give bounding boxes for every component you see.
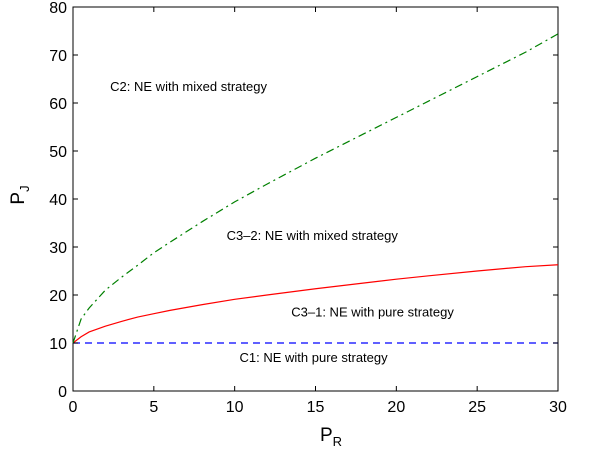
y-tick-label: 0 [58,384,67,401]
y-tick-label: 20 [49,288,67,305]
y-tick-label: 10 [49,336,67,353]
x-tick-label: 30 [549,399,567,416]
y-axis-title: PJ [8,185,32,204]
x-axis-title: PR [320,425,342,449]
x-tick-label: 20 [387,399,405,416]
x-tick-label: 5 [149,399,158,416]
x-tick-label: 25 [468,399,486,416]
y-tick-label: 70 [49,48,67,65]
axis-layer: 0 5 10 15 20 25 30 0 10 20 30 40 50 60 70 80 [49,0,567,416]
y-tick-label: 30 [49,240,67,257]
series-line-2 [72,33,559,344]
y-tick-label: 50 [49,144,67,161]
plot-area [72,6,559,392]
x-axis-title-main: P [320,425,333,446]
x-tick-label: 10 [226,399,244,416]
region-label: C3–2: NE with mixed strategy [227,228,399,243]
x-axis-title-sub: R [333,434,342,449]
region-label: C3–1: NE with pure strategy [291,305,454,320]
y-axis-title-main: P [8,192,29,205]
region-label: C1: NE with pure strategy [240,350,389,365]
x-tick-label: 15 [307,399,325,416]
plot-frame [72,6,559,392]
y-axis-title-sub: J [17,185,32,192]
annotation-layer: C2: NE with mixed strategy C3–2: NE with … [110,79,454,365]
series-line-1 [72,264,559,344]
y-tick-label: 60 [49,96,67,113]
series-layer [72,33,559,344]
y-tick-label: 80 [49,0,67,17]
y-tick-label: 40 [49,192,67,209]
x-tick-label: 0 [69,399,78,416]
region-label: C2: NE with mixed strategy [110,79,267,94]
